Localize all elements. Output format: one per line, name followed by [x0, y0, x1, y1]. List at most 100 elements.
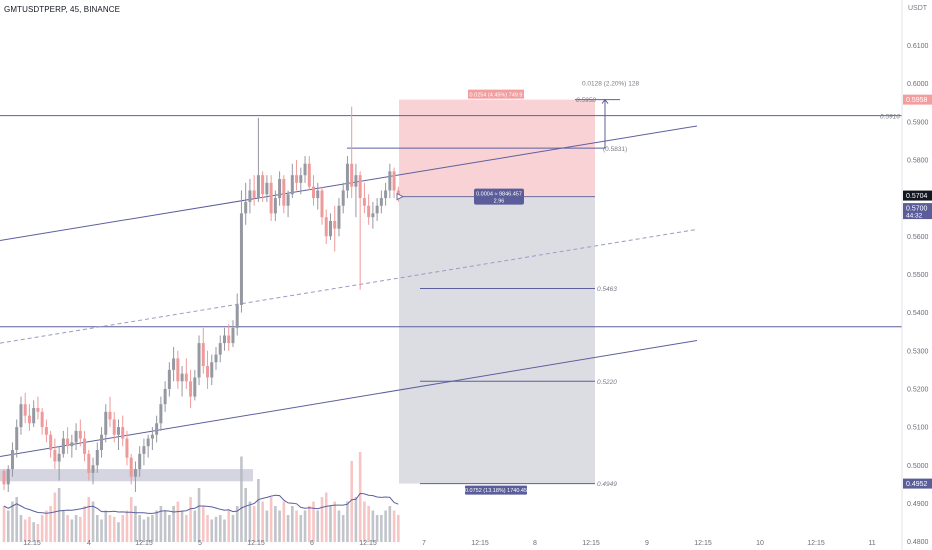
- volume-bar: [392, 510, 396, 542]
- volume-bar: [66, 515, 69, 542]
- volume-bar: [28, 516, 31, 542]
- candle-body: [125, 438, 129, 458]
- volume-bar: [286, 515, 290, 542]
- candle-body: [341, 190, 345, 206]
- last-price-badge-text: 0.5700: [906, 206, 928, 213]
- volume-bar: [274, 506, 277, 542]
- volume-bar: [384, 510, 387, 542]
- volume-bar: [142, 519, 146, 542]
- candle-body: [19, 404, 23, 428]
- volume-bar: [117, 522, 120, 542]
- candle-body: [371, 213, 375, 218]
- candle-body: [312, 186, 316, 199]
- volume-bar: [23, 519, 27, 542]
- volume-bar: [244, 488, 247, 542]
- candle-body: [15, 427, 19, 450]
- volume-bar: [151, 515, 154, 542]
- currency-label[interactable]: USDT: [908, 5, 928, 12]
- time-tick-label: 12:15: [471, 540, 489, 547]
- time-tick-label: 7: [422, 540, 426, 547]
- volume-bar: [180, 510, 184, 542]
- candle-body: [222, 335, 226, 344]
- volume-bar: [159, 506, 163, 542]
- candle-body: [375, 205, 379, 214]
- volume-bar: [307, 506, 311, 542]
- time-tick-label: 12:15: [694, 540, 712, 547]
- candle-body: [299, 175, 303, 183]
- candle-body: [112, 419, 116, 435]
- volume-bar: [227, 510, 231, 542]
- entry-label-2: 2.96: [494, 199, 505, 205]
- candle-body: [193, 377, 197, 397]
- price-tick-label: 0.6000: [907, 81, 929, 88]
- profit-target-zone: [399, 196, 595, 484]
- candle-body: [74, 430, 78, 443]
- candle-body: [91, 465, 95, 473]
- target-price-badge: [903, 478, 932, 489]
- volume-bar: [138, 515, 141, 542]
- volume-bar: [176, 501, 180, 542]
- candle-body: [95, 450, 99, 466]
- entry-marker-icon: [396, 192, 405, 201]
- price-tick-label: 0.5200: [907, 386, 929, 393]
- price-tick-label: 0.5500: [907, 272, 929, 279]
- candle-body: [189, 381, 193, 397]
- volume-bar: [380, 515, 383, 542]
- candle-body: [53, 450, 57, 462]
- candle-body: [142, 446, 146, 454]
- entry-label-1: 0.0004 ≈ 9846.457: [476, 192, 522, 198]
- candle-body: [180, 373, 184, 382]
- measure-end-label: (0.5831): [603, 146, 627, 153]
- volume-bar: [45, 510, 48, 542]
- candle-body: [320, 190, 324, 218]
- volume-bar: [146, 516, 150, 542]
- current-price-badge: [903, 190, 932, 201]
- symbol-title[interactable]: GMTUSDTPERP, 45, BINANCE: [4, 5, 121, 14]
- volume-bar: [354, 497, 358, 542]
- candle-body: [295, 175, 299, 183]
- volume-bar: [83, 506, 86, 542]
- volume-bar: [11, 501, 14, 542]
- price-tick-label: 0.5100: [907, 425, 929, 432]
- volume-bar: [193, 510, 197, 542]
- volume-bar: [108, 515, 112, 542]
- volume-bar: [185, 515, 188, 542]
- candle-body: [201, 343, 205, 367]
- time-tick-label: 12:15: [807, 540, 825, 547]
- volume-bar: [32, 522, 35, 542]
- candle-body: [44, 427, 48, 435]
- candle-body: [172, 358, 176, 370]
- candle-body: [61, 438, 65, 454]
- volume-bar: [261, 501, 264, 542]
- candle-body: [316, 190, 320, 199]
- last-price-badge-countdown: 44:32: [906, 213, 923, 220]
- candle-body: [214, 354, 218, 363]
- candle-body: [210, 362, 214, 378]
- price-tick-label: 0.5600: [907, 234, 929, 241]
- price-tick-label: 0.5800: [907, 157, 929, 164]
- candle-body: [155, 423, 159, 435]
- volume-bar: [40, 515, 44, 542]
- volume-bar: [265, 510, 269, 542]
- last-price-badge: [903, 203, 932, 220]
- time-tick-label: 12:15: [582, 540, 600, 547]
- volume-bar: [95, 515, 99, 542]
- candle-body: [218, 343, 222, 355]
- target-label-box: [465, 485, 527, 495]
- volume-bar: [341, 515, 345, 542]
- candle-body: [278, 179, 282, 199]
- candle-body: [328, 220, 332, 237]
- time-tick-label: 12:15: [23, 540, 41, 547]
- target-level-label-1: 0.5463: [597, 286, 617, 293]
- volume-bar: [49, 506, 52, 542]
- volume-bar: [312, 501, 315, 542]
- volume-bar: [6, 510, 10, 542]
- volume-bar: [53, 492, 57, 542]
- candle-body: [40, 411, 44, 428]
- volume-bar: [282, 501, 286, 542]
- volume-bar: [350, 461, 353, 542]
- stop-price-badge: [903, 94, 932, 105]
- candle-body: [256, 175, 260, 199]
- candle-body: [78, 430, 82, 439]
